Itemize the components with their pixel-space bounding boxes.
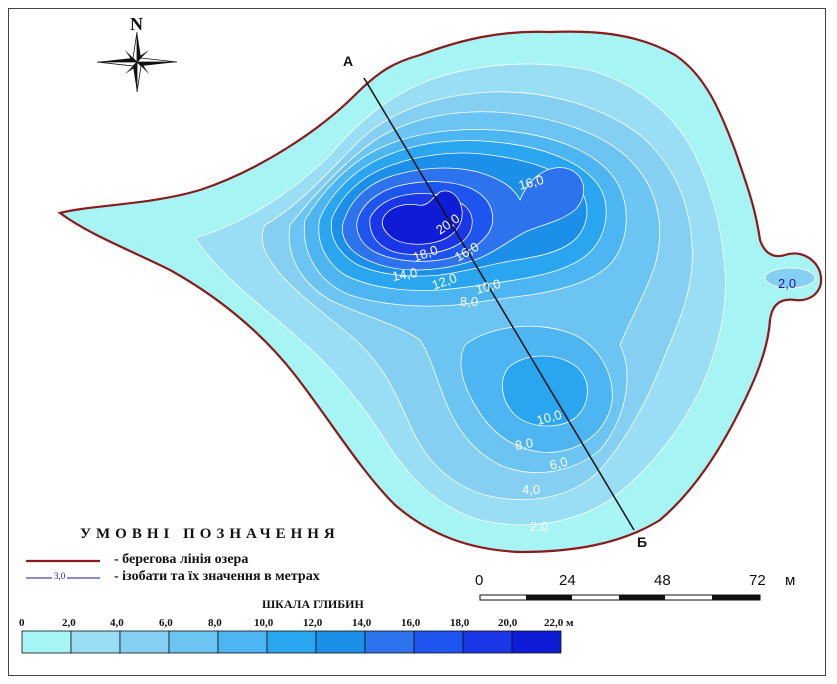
depth-swatch bbox=[217, 630, 268, 654]
depth-zone-bay bbox=[764, 267, 816, 289]
scale-bar bbox=[479, 594, 761, 601]
depth-swatch bbox=[119, 630, 170, 654]
depth-scale-label: 20,0 bbox=[498, 617, 518, 629]
profile-line bbox=[363, 77, 635, 531]
depth-scale-label: 14,0 bbox=[352, 617, 372, 629]
depth-swatch bbox=[266, 630, 317, 654]
scale-bar-label: 24 bbox=[559, 572, 576, 589]
isobath-label: 2,0 bbox=[778, 276, 796, 291]
profile-start-label: А bbox=[343, 53, 353, 69]
depth-scale-label: 6,0 bbox=[159, 617, 173, 629]
isobath-label: 16,0 bbox=[517, 172, 545, 193]
depth-swatch bbox=[413, 630, 464, 654]
isobath-label: 6,0 bbox=[548, 454, 569, 473]
map-frame bbox=[8, 8, 826, 676]
isobath-label: 4,0 bbox=[522, 482, 540, 497]
compass-rose-icon bbox=[96, 31, 178, 93]
scale-bar-label: 72 bbox=[749, 572, 766, 589]
isobath-label: 14,0 bbox=[391, 265, 419, 284]
isobath-label: 2,0 bbox=[530, 519, 548, 534]
depth-swatch bbox=[511, 630, 562, 654]
depth-swatch bbox=[70, 630, 121, 654]
depth-scale-swatches bbox=[21, 630, 562, 654]
depth-scale-label: 12,0 bbox=[303, 617, 323, 629]
profile-end-label: Б bbox=[637, 534, 647, 550]
depth-swatch bbox=[168, 630, 219, 654]
depth-scale-label: 4,0 bbox=[110, 617, 124, 629]
depth-scale-label: 10,0 bbox=[254, 617, 274, 629]
scale-bar-label: 0 bbox=[475, 572, 484, 589]
depth-scale-label: 22,0 м bbox=[544, 617, 574, 629]
depth-scale-label: 16,0 bbox=[401, 617, 421, 629]
shoreline-legend-text: - берегова лінія озера bbox=[114, 552, 249, 567]
depth-scale-title: ШКАЛА ГЛИБИН bbox=[262, 597, 364, 611]
scale-bar-label: 48 bbox=[654, 572, 671, 589]
depth-scale-label: 8,0 bbox=[208, 617, 222, 629]
depth-swatch bbox=[364, 630, 415, 654]
legend-title: УМОВНІ ПОЗНАЧЕННЯ bbox=[80, 526, 340, 542]
isobath-label: 10,0 bbox=[535, 407, 563, 428]
depth-swatch bbox=[462, 630, 513, 654]
depth-swatch bbox=[21, 630, 72, 654]
north-label: N bbox=[130, 14, 143, 34]
isobath-label: 8,0 bbox=[460, 294, 478, 309]
isobath-legend-sample: 3,0 bbox=[52, 571, 68, 581]
depth-scale-label: 18,0 bbox=[450, 617, 470, 629]
depth-scale-label: 0 bbox=[19, 617, 25, 629]
depth-scale-label: 2,0 bbox=[62, 617, 76, 629]
isobath-legend-text: - ізобати та їх значення в метрах bbox=[114, 569, 320, 584]
isobath-label: 10,0 bbox=[474, 276, 502, 297]
isobath-label: 8,0 bbox=[514, 435, 534, 453]
depth-swatch bbox=[315, 630, 366, 654]
depth-zone-20-22 bbox=[381, 190, 463, 245]
scale-bar-unit: м bbox=[785, 572, 796, 589]
